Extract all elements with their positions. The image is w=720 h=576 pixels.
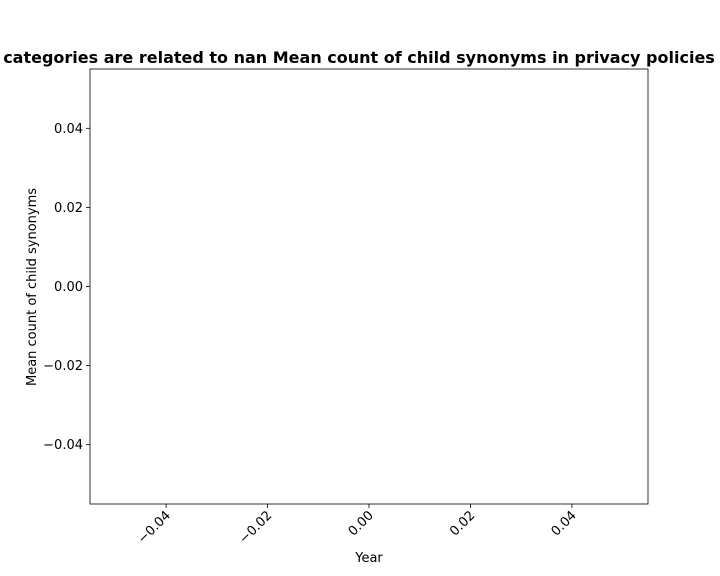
y-tick-label: 0.00	[54, 280, 83, 295]
y-tick-label: −0.04	[43, 438, 83, 453]
y-tick-label: 0.04	[54, 122, 83, 137]
y-tick-label: 0.02	[54, 201, 83, 216]
x-axis-label: Year	[354, 551, 383, 566]
y-axis-ticks: 0.04 0.02 0.00 −0.02 −0.04	[43, 122, 90, 453]
y-tick-label: −0.02	[43, 359, 83, 374]
chart-title: categories are related to nan Mean count…	[3, 48, 715, 67]
y-axis-label: Mean count of child synonyms	[25, 188, 40, 386]
